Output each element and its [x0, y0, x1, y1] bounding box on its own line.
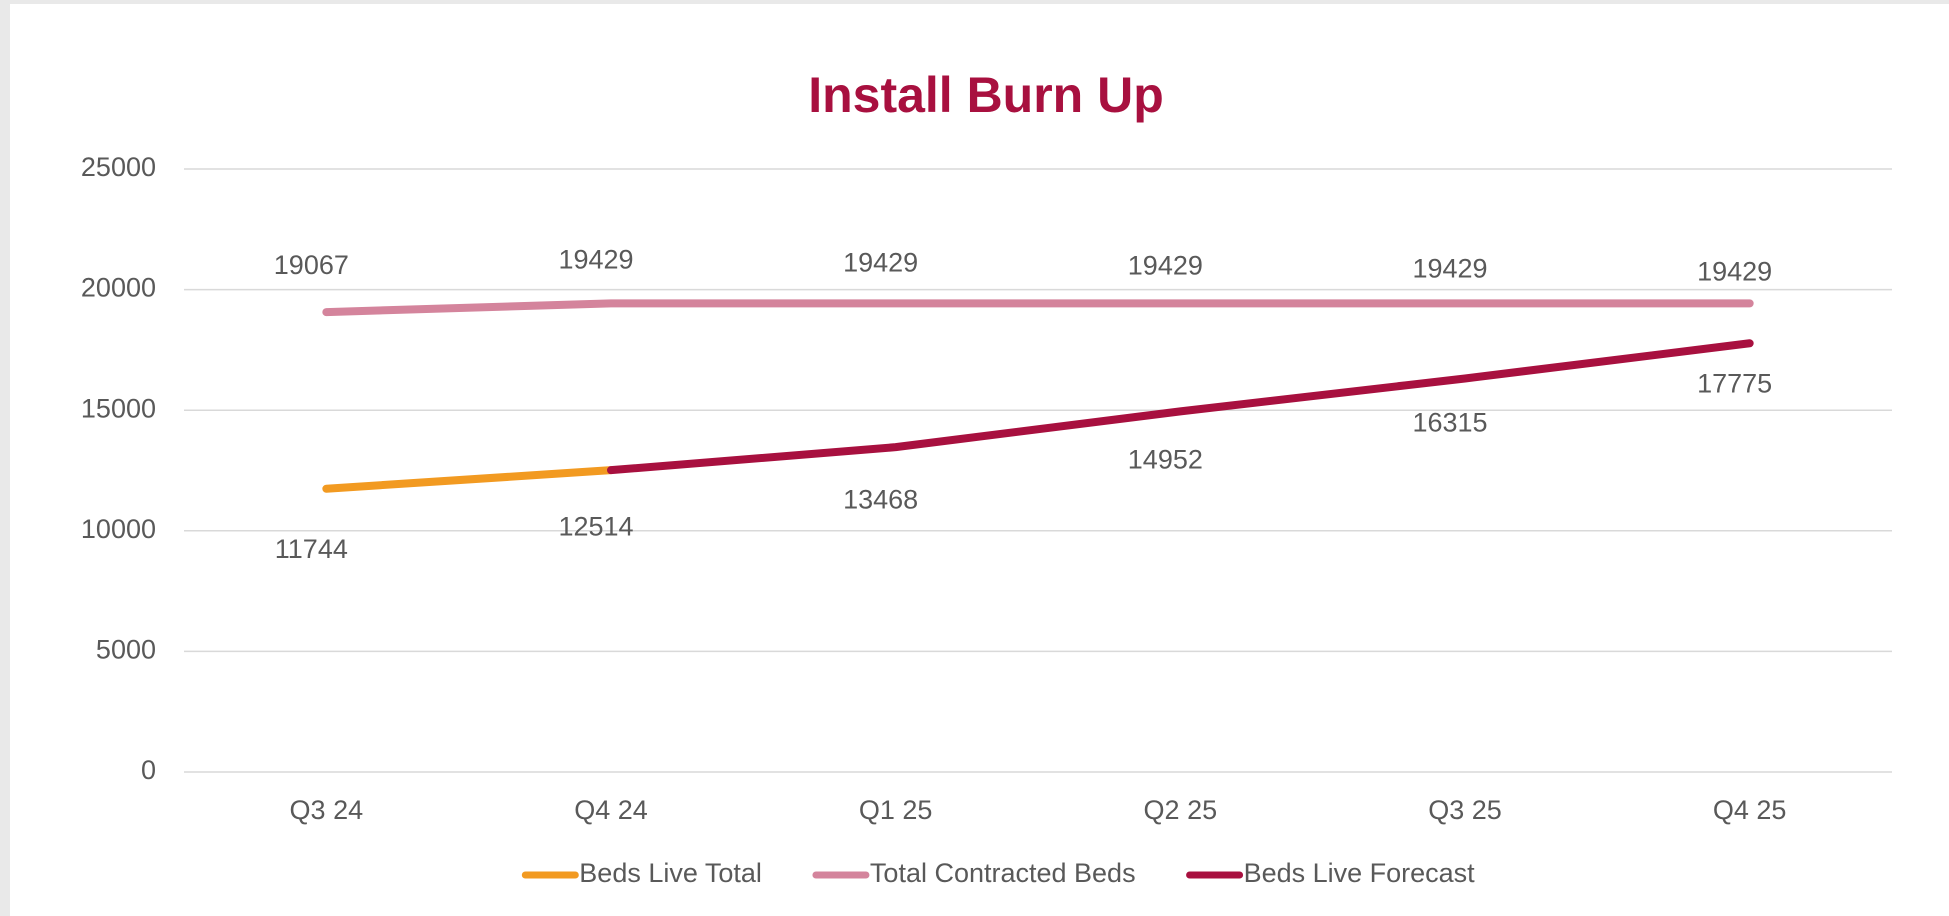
series-line — [607, 339, 1754, 475]
data-label: 19429 — [1412, 253, 1487, 283]
x-tick-label: Q4 25 — [1713, 795, 1787, 825]
data-label: 17775 — [1697, 368, 1772, 398]
y-tick-label: 25000 — [81, 152, 156, 182]
data-label: 19067 — [274, 250, 349, 280]
y-tick-label: 0 — [141, 755, 156, 785]
x-tick-label: Q3 24 — [290, 795, 364, 825]
x-tick-label: Q1 25 — [859, 795, 933, 825]
data-label: 14952 — [1128, 444, 1203, 474]
data-label: 19429 — [1128, 250, 1203, 280]
x-tick-label: Q3 25 — [1428, 795, 1502, 825]
legend-label: Beds Live Forecast — [1244, 858, 1476, 888]
data-label: 19429 — [1697, 256, 1772, 286]
y-tick-label: 10000 — [81, 514, 156, 544]
data-label: 11744 — [275, 534, 348, 564]
legend-label: Total Contracted Beds — [870, 858, 1136, 888]
y-tick-label: 5000 — [96, 635, 156, 665]
chart-title: Install Burn Up — [808, 67, 1164, 123]
y-tick-label: 15000 — [81, 393, 156, 423]
series-line — [322, 466, 615, 493]
data-label: 19429 — [843, 247, 918, 277]
chart-background — [10, 4, 1949, 916]
x-tick-label: Q2 25 — [1144, 795, 1218, 825]
legend-label: Beds Live Total — [579, 858, 762, 888]
series-line — [322, 299, 1754, 317]
data-label: 16315 — [1412, 408, 1487, 438]
x-tick-label: Q4 24 — [574, 795, 648, 825]
y-tick-label: 20000 — [81, 273, 156, 303]
data-label: 19429 — [558, 244, 633, 274]
data-label: 13468 — [843, 484, 918, 514]
data-label: 12514 — [558, 511, 633, 541]
